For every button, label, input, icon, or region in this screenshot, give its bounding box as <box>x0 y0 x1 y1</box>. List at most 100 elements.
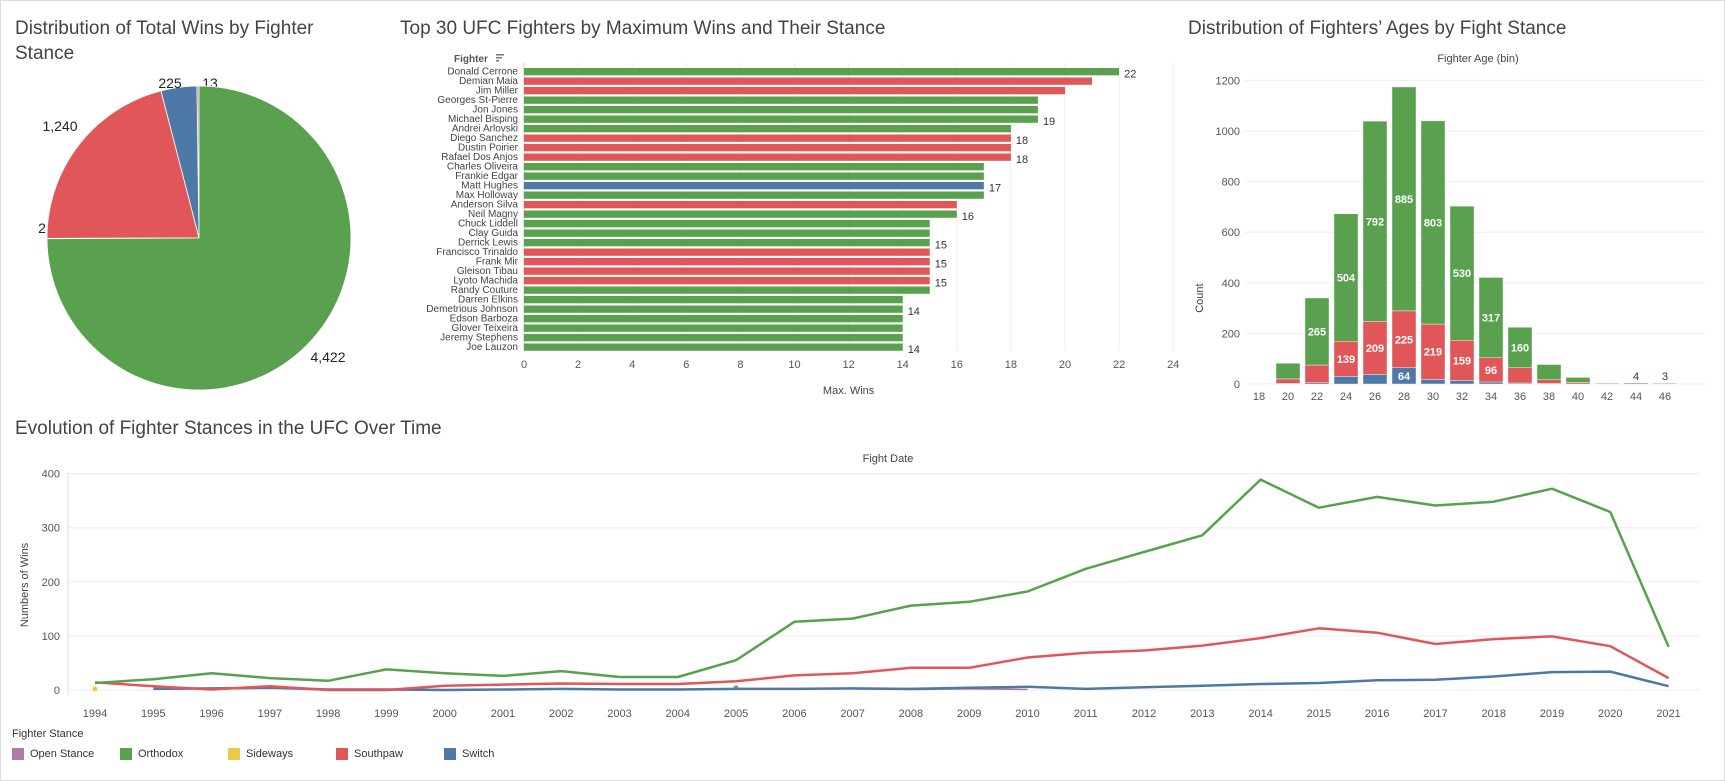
bar-x-tick-label: 16 <box>951 359 963 371</box>
line-x-tick-label: 2018 <box>1481 708 1505 720</box>
age-histogram-chart: Fighter Age (bin) 0 200 400 600 800 1000 1200 Co… <box>1194 53 1705 403</box>
fighter-bar-value-label: 22 <box>1124 68 1136 80</box>
line-x-tick-label: 2009 <box>957 708 981 720</box>
fighter-bar-value-label: 19 <box>1043 116 1055 128</box>
fighter-bar-frankie-edgar <box>524 172 984 180</box>
fighter-name-label: Andrei Arlovski <box>452 124 518 135</box>
histogram-bar-orthodox-36 <box>1507 327 1533 369</box>
bar-chart-title: Top 30 UFC Fighters by Maximum Wins and … <box>400 18 886 39</box>
fighter-bar-gleison-tibau <box>524 267 930 275</box>
legend-item-southpaw[interactable]: Southpaw <box>336 748 444 760</box>
legend-item-sideways[interactable]: Sideways <box>228 748 336 760</box>
histogram-bar-orthodox-18 <box>1246 383 1272 384</box>
histogram-x-tick-label: 26 <box>1369 391 1381 403</box>
histogram-value-label: 504 <box>1337 272 1356 284</box>
legend-label: Open Stance <box>30 748 95 760</box>
bar-x-tick-label: 4 <box>629 359 635 371</box>
line-x-tick-label: 2011 <box>1074 708 1098 720</box>
fighter-name-label: Anderson Silva <box>451 200 519 211</box>
legend-item-switch[interactable]: Switch <box>444 748 524 760</box>
histogram-bar-orthodox-32 <box>1449 205 1475 341</box>
bar-x-tick-label: 12 <box>842 359 854 371</box>
line-y-tick-label: 0 <box>54 685 60 697</box>
histogram-bar-switch-32 <box>1449 380 1475 385</box>
fighter-bar-donald-cerrone <box>524 68 1120 76</box>
histogram-y-tick-label: 0 <box>1234 379 1240 391</box>
fighter-bar-lyoto-machida <box>524 277 930 285</box>
histogram-bar-orthodox-34 <box>1478 277 1504 358</box>
line-x-tick-label: 2010 <box>1015 708 1039 720</box>
histogram-bar-orthodox-44 <box>1623 382 1649 385</box>
line-x-tick-label: 1999 <box>374 708 398 720</box>
histogram-y-tick-label: 800 <box>1222 177 1240 189</box>
legend-label: Orthodox <box>138 748 184 760</box>
histogram-bar-switch-34 <box>1478 381 1504 385</box>
pie-label-switch: 225 <box>158 75 182 91</box>
fighter-bar-value-label: 14 <box>908 344 920 356</box>
histogram-title: Distribution of Fighters’ Ages by Fight … <box>1188 18 1567 39</box>
pie-chart-title: Distribution of Total Wins by Fighter St… <box>15 18 314 64</box>
bar-x-tick-label: 18 <box>1005 359 1017 371</box>
fighter-bar-value-label: 14 <box>908 306 920 318</box>
fighter-name-label: Dustin Poirier <box>458 143 519 154</box>
histogram-x-tick-label: 20 <box>1282 391 1294 403</box>
histogram-value-label: 265 <box>1308 327 1326 339</box>
bar-x-tick-label: 22 <box>1113 359 1125 371</box>
histogram-x-tick-label: 18 <box>1253 391 1265 403</box>
fighter-bar-derrick-lewis <box>524 239 930 247</box>
line-x-tick-label: 2005 <box>724 708 748 720</box>
fighter-bar-rafael-dos-anjos <box>524 153 1011 161</box>
fighter-name-label: Gleison Tibau <box>457 266 518 277</box>
histogram-bar-southpaw-36 <box>1507 367 1533 384</box>
line-x-tick-label: 2012 <box>1132 708 1156 720</box>
fighter-bar-clay-guida <box>524 229 930 237</box>
bar-y-axis-label: Fighter <box>454 54 488 65</box>
legend-item-orthodox[interactable]: Orthodox <box>120 748 228 760</box>
line-y-tick-label: 100 <box>42 631 60 643</box>
line-x-tick-label: 1995 <box>141 708 165 720</box>
legend-label: Southpaw <box>354 748 403 760</box>
pie-label-sideways: 2 <box>38 220 46 236</box>
legend-item-open-stance[interactable]: Open Stance <box>12 748 120 760</box>
histogram-value-label: 209 <box>1366 343 1384 355</box>
pie-label-orthodox: 4,422 <box>310 349 345 365</box>
line-x-tick-label: 2016 <box>1365 708 1389 720</box>
fighter-bar-andrei-arlovski <box>524 125 1011 133</box>
histogram-x-tick-label: 22 <box>1311 391 1323 403</box>
fighter-name-label: Matt Hughes <box>461 181 518 192</box>
fighter-bar-dustin-poirier <box>524 144 1011 152</box>
fighter-bar-diego-sanchez <box>524 134 1011 142</box>
line-x-tick-label: 1996 <box>199 708 223 720</box>
bar-x-tick-label: 2 <box>575 359 581 371</box>
histogram-value-label: 64 <box>1398 371 1411 383</box>
fighter-bar-joe-lauzon <box>524 343 903 351</box>
sort-icon <box>496 54 504 62</box>
histogram-y-tick-label: 200 <box>1222 328 1240 340</box>
legend-swatch-sideways <box>228 748 240 760</box>
histogram-bar-southpaw-28 <box>1391 310 1417 369</box>
histogram-x-tick-label: 28 <box>1398 391 1410 403</box>
line-x-tick-label: 2000 <box>432 708 456 720</box>
histogram-bar-orthodox-20 <box>1275 363 1301 380</box>
fighter-bar-glover-teixeira <box>524 324 903 332</box>
line-x-tick-label: 2020 <box>1598 708 1622 720</box>
histogram-bar-orthodox-42 <box>1594 382 1620 384</box>
line-x-tick-label: 1997 <box>258 708 282 720</box>
line-x-tick-label: 2004 <box>666 708 690 720</box>
legend-label: Switch <box>462 748 495 760</box>
line-top-label: Fight Date <box>863 453 914 465</box>
line-x-tick-label: 2017 <box>1423 708 1447 720</box>
fighter-name-label: Donald Cerrone <box>447 67 518 78</box>
histogram-bar-orthodox-46 <box>1652 383 1678 385</box>
histogram-value-label: 225 <box>1395 334 1413 346</box>
fighter-bar-neil-magny <box>524 210 957 218</box>
line-x-tick-label: 2007 <box>840 708 864 720</box>
line-x-tick-label: 2014 <box>1248 708 1272 720</box>
fighter-bar-charles-oliveira <box>524 163 984 171</box>
fighter-bar-demian-maia <box>524 77 1093 85</box>
fighter-bar-value-label: 15 <box>935 239 947 251</box>
fighter-bar-darren-elkins <box>524 296 903 304</box>
histogram-bar-switch-26 <box>1362 374 1388 385</box>
sort-icon-line <box>496 60 499 62</box>
histogram-x-tick-label: 40 <box>1572 391 1584 403</box>
